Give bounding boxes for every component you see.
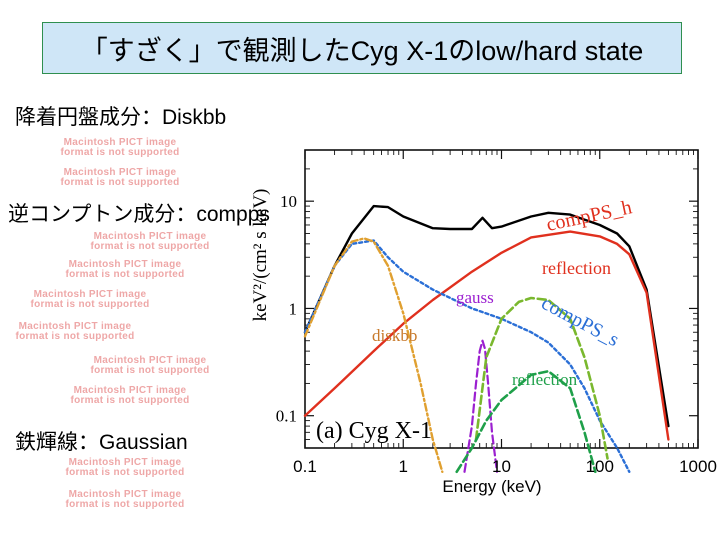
x-tick-label: 1000 — [679, 457, 717, 476]
plot-frame — [304, 149, 699, 449]
pict-placeholder: Macintosh PICT image format is not suppo… — [65, 457, 185, 478]
y-tick-label: 10 — [280, 192, 297, 211]
disk-component-label: 降着円盤成分：Diskbb — [15, 106, 227, 129]
pict-placeholder: Macintosh PICT image format is not suppo… — [70, 385, 190, 406]
series-diskbb-line — [303, 237, 444, 473]
iron-line-label: 鉄輝線：Gaussian — [15, 431, 188, 454]
panel-label: (a) Cyg X-1 — [316, 418, 432, 444]
slide-title: 「すざく」で観測したCyg X-1のlow/hard state — [42, 22, 682, 74]
y-tick-label: 0.1 — [276, 407, 297, 426]
x-tick-label: 100 — [586, 457, 614, 476]
pict-placeholder: Macintosh PICT image format is not suppo… — [65, 259, 185, 280]
annotation-label: reflection — [542, 258, 611, 278]
pict-placeholder: Macintosh PICT image format is not suppo… — [65, 489, 185, 510]
series-reflection_h-line — [455, 369, 597, 474]
series-total-line — [303, 204, 670, 428]
series-compPS_s-line — [303, 239, 631, 473]
annotation-label: reflection — [512, 370, 578, 389]
pict-placeholder: Macintosh PICT image format is not suppo… — [30, 289, 150, 310]
pict-placeholder: Macintosh PICT image format is not suppo… — [15, 321, 135, 342]
annotation-label: compPS_h — [544, 196, 633, 236]
pict-placeholder: Macintosh PICT image format is not suppo… — [90, 231, 210, 252]
series-compPS_h-line — [303, 230, 670, 441]
x-tick-label: 1 — [399, 457, 408, 476]
x-tick-label: 10 — [492, 457, 511, 476]
compton-component-label: 逆コンプトン成分：compps — [8, 203, 270, 226]
series-reflection_s-line — [474, 296, 609, 460]
pict-placeholder: Macintosh PICT image format is not suppo… — [90, 355, 210, 376]
pict-placeholder: Macintosh PICT image format is not suppo… — [60, 167, 180, 188]
x-tick-label: 0.1 — [293, 457, 317, 476]
x-axis-label: Energy (keV) — [442, 477, 541, 496]
annotation-label: diskbb — [372, 326, 417, 345]
y-axis-label: keV²/(cm² s keV) — [250, 189, 271, 322]
annotation-label: gauss — [456, 288, 494, 307]
pict-placeholder: Macintosh PICT image format is not suppo… — [60, 137, 180, 158]
y-tick-label: 1 — [289, 299, 298, 318]
